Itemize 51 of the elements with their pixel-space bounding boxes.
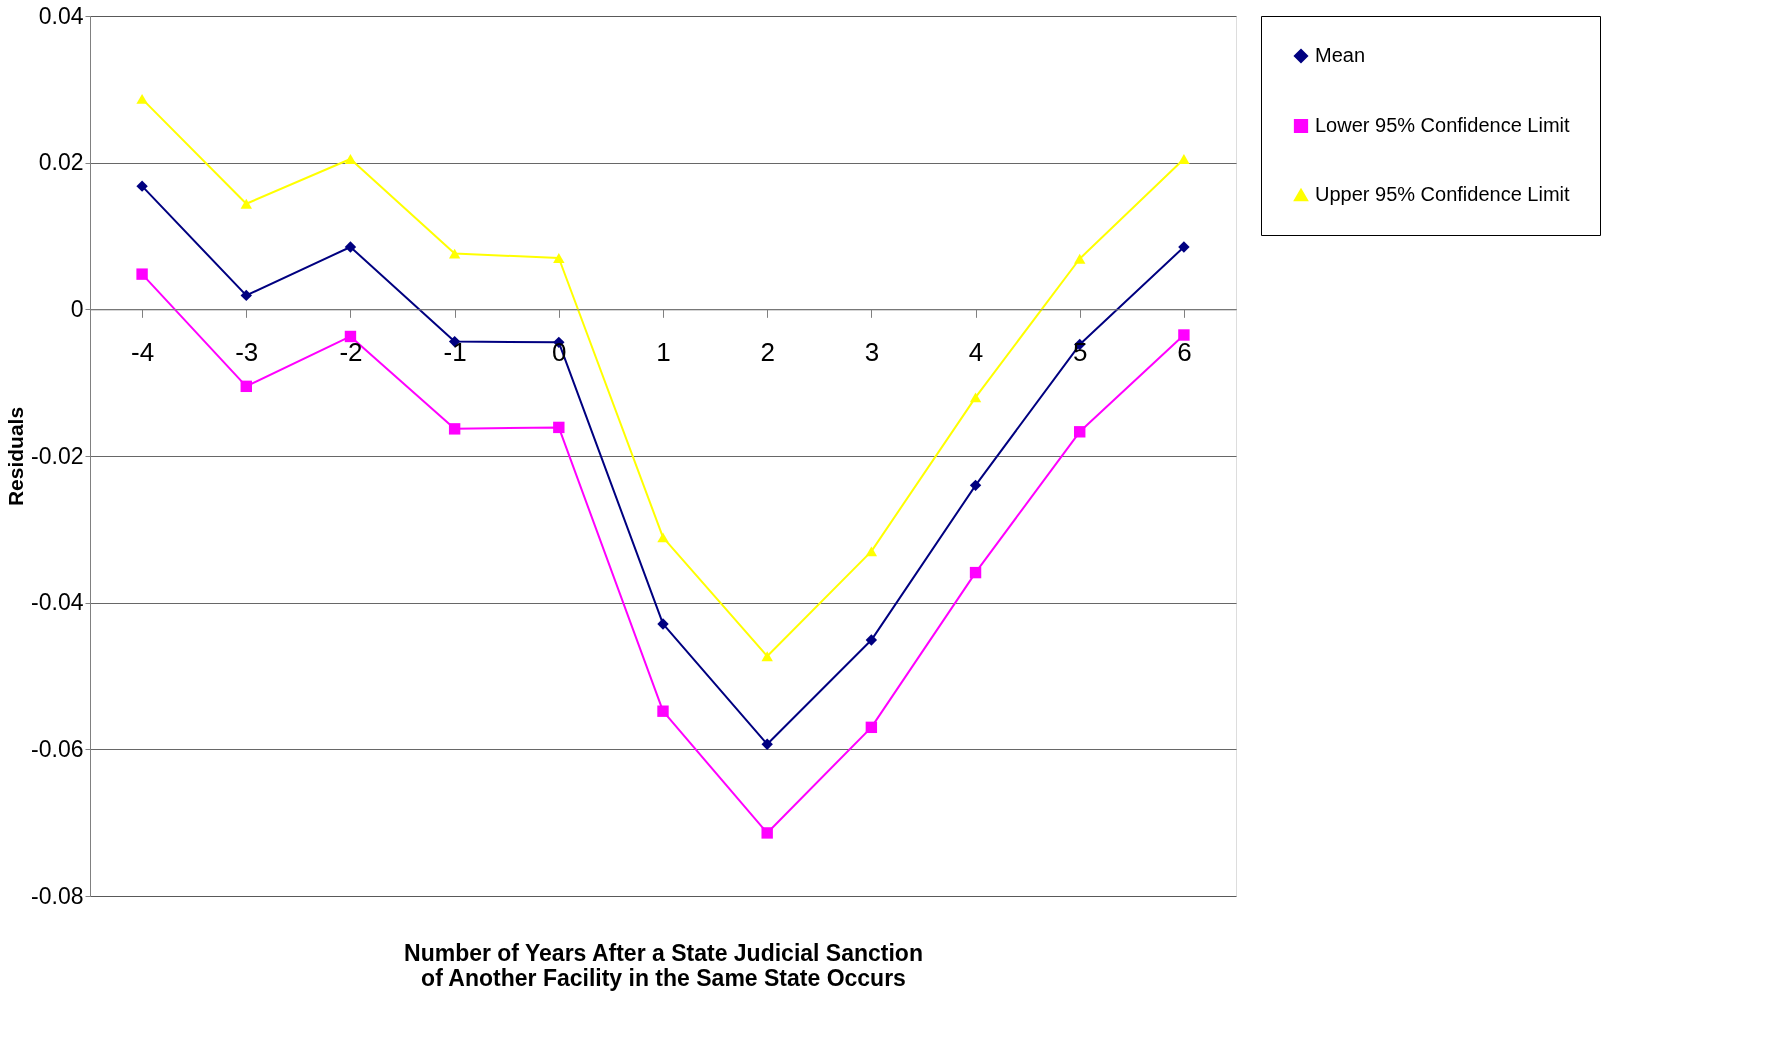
x-tick-label: -1 <box>443 336 467 367</box>
x-axis-title: Number of Years After a State Judicial Sanction of Another Facility in the Same State Occurs <box>404 939 923 991</box>
point <box>1074 253 1086 264</box>
y-tick-label: -0.02 <box>31 442 84 469</box>
point <box>1178 329 1190 341</box>
point <box>761 651 773 662</box>
point <box>657 532 669 543</box>
y-tick-label: -0.04 <box>31 589 84 616</box>
point <box>136 180 148 192</box>
y-tick-label: 0 <box>70 295 84 322</box>
point <box>344 241 357 253</box>
x-tick-label: -3 <box>235 336 259 367</box>
point <box>344 330 357 343</box>
y-tick-label: -0.06 <box>31 735 84 762</box>
y-tick-label: 0.02 <box>38 149 84 176</box>
point <box>136 268 148 280</box>
point <box>448 423 461 435</box>
point <box>657 618 669 630</box>
x-tick-label: 3 <box>864 336 880 367</box>
point <box>761 738 773 750</box>
point <box>448 248 461 259</box>
point <box>969 392 982 403</box>
point <box>865 721 878 734</box>
point <box>1178 241 1190 253</box>
point <box>969 566 982 579</box>
y-tick-label: 0.04 <box>38 2 84 29</box>
x-tick-label: 2 <box>760 336 775 367</box>
point <box>553 421 565 434</box>
y-axis-title: Residuals <box>4 406 28 507</box>
legend-label: Upper 95% Confidence Limit <box>1315 183 1571 205</box>
x-tick-label: 1 <box>656 336 671 367</box>
y-tick-label: -0.08 <box>31 882 84 909</box>
x-tick-label: -4 <box>131 336 155 367</box>
point <box>240 380 252 393</box>
x-tick-label: 6 <box>1177 336 1192 367</box>
point <box>1074 426 1086 438</box>
point <box>761 827 773 839</box>
point <box>553 253 565 263</box>
legend-label: Lower 95% Confidence Limit <box>1315 114 1571 136</box>
point <box>657 705 669 717</box>
point <box>240 289 252 302</box>
x-tick-label: 4 <box>968 336 984 367</box>
point <box>969 479 982 492</box>
point <box>865 634 878 646</box>
point <box>344 154 357 164</box>
x-tick-label: -2 <box>339 336 363 367</box>
point <box>240 198 252 209</box>
point <box>136 93 148 104</box>
point <box>1178 154 1190 164</box>
point <box>865 546 878 557</box>
legend-label: Mean <box>1315 44 1366 66</box>
